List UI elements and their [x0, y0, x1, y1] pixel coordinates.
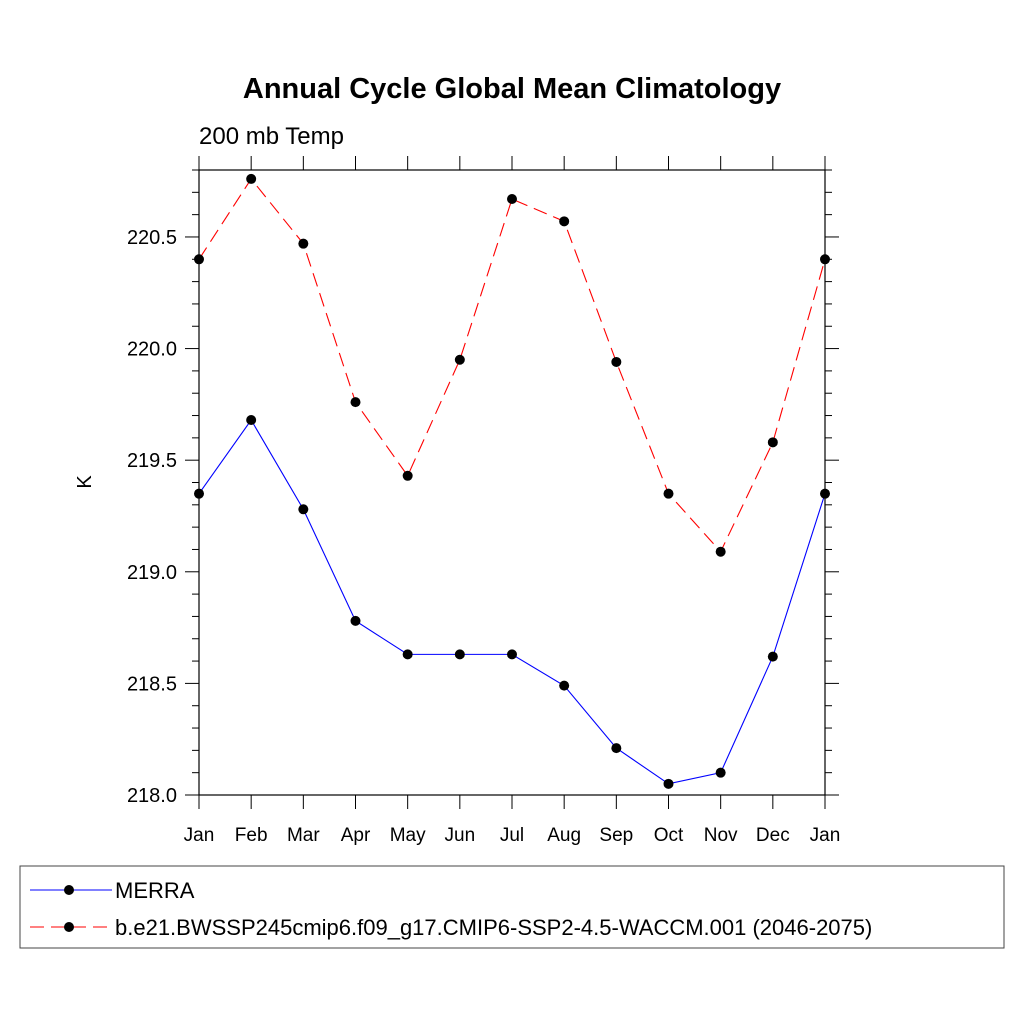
data-point — [402, 649, 413, 660]
legend-item: b.e21.BWSSP245cmip6.f09_g17.CMIP6-SSP2-4… — [30, 915, 872, 940]
legend-marker — [64, 885, 74, 895]
series-layer — [194, 173, 830, 789]
y-tick-label: 218.5 — [127, 673, 177, 695]
data-point — [663, 778, 674, 789]
x-tick-label: Feb — [235, 825, 268, 846]
legend-box — [19, 865, 1005, 949]
axis-ticks — [185, 156, 839, 809]
y-tick-label: 220.0 — [127, 339, 177, 361]
data-point — [298, 238, 309, 249]
data-point — [767, 437, 778, 448]
plot-frame — [198, 169, 826, 796]
x-tick-label: Jan — [184, 825, 215, 846]
y-tick-label: 220.5 — [127, 227, 177, 249]
y-axis-label: K — [74, 475, 96, 489]
data-point — [507, 649, 517, 660]
series-line — [198, 418, 826, 785]
legend-label: b.e21.BWSSP245cmip6.f09_g17.CMIP6-SSP2-4… — [115, 915, 872, 940]
data-point — [715, 767, 726, 778]
series-1 — [194, 415, 830, 789]
data-point — [507, 194, 517, 205]
data-point — [611, 743, 622, 754]
x-tick-label: Jan — [810, 825, 841, 846]
x-tick-label: Jul — [500, 825, 524, 846]
legend-item: MERRA — [30, 878, 195, 903]
chart-title: Annual Cycle Global Mean Climatology — [243, 73, 781, 105]
x-tick-label: Sep — [599, 825, 633, 846]
data-point — [350, 615, 361, 626]
x-tick-label: Dec — [756, 825, 790, 846]
x-tick-labels: Jan Feb Mar Apr May Jun Jul Aug Sep Oct Nov Dec Jan — [184, 825, 841, 846]
data-point — [454, 354, 465, 365]
x-tick-label: May — [390, 825, 426, 846]
legend-marker — [64, 922, 74, 932]
series-2 — [194, 173, 830, 557]
data-point — [559, 216, 570, 227]
data-point — [663, 488, 674, 499]
legend: MERRA b.e21.BWSSP245cmip6.f09_g17.CMIP6-S… — [19, 865, 1005, 949]
data-point — [298, 504, 309, 515]
data-point — [246, 415, 257, 425]
data-point — [715, 546, 726, 557]
y-tick-label: 218.0 — [127, 785, 177, 807]
data-point — [454, 649, 465, 660]
data-point — [767, 651, 778, 662]
data-point — [611, 356, 622, 367]
data-point — [402, 470, 413, 481]
x-tick-label: Jun — [445, 825, 476, 846]
x-tick-label: Oct — [654, 825, 684, 846]
y-tick-labels: 218.0 218.5 219.0 219.5 220.0 220.5 — [127, 227, 177, 807]
x-tick-label: Mar — [287, 825, 320, 846]
x-tick-label: Nov — [704, 825, 738, 846]
y-tick-label: 219.0 — [127, 562, 177, 584]
data-point — [350, 397, 361, 408]
series-line — [198, 177, 826, 553]
data-point — [559, 680, 570, 691]
x-tick-label: Aug — [547, 825, 581, 846]
chart-subtitle: 200 mb Temp — [199, 123, 344, 150]
data-point — [246, 173, 257, 184]
x-tick-label: Apr — [341, 825, 371, 846]
y-tick-label: 219.5 — [127, 450, 177, 472]
legend-label: MERRA — [115, 878, 195, 903]
